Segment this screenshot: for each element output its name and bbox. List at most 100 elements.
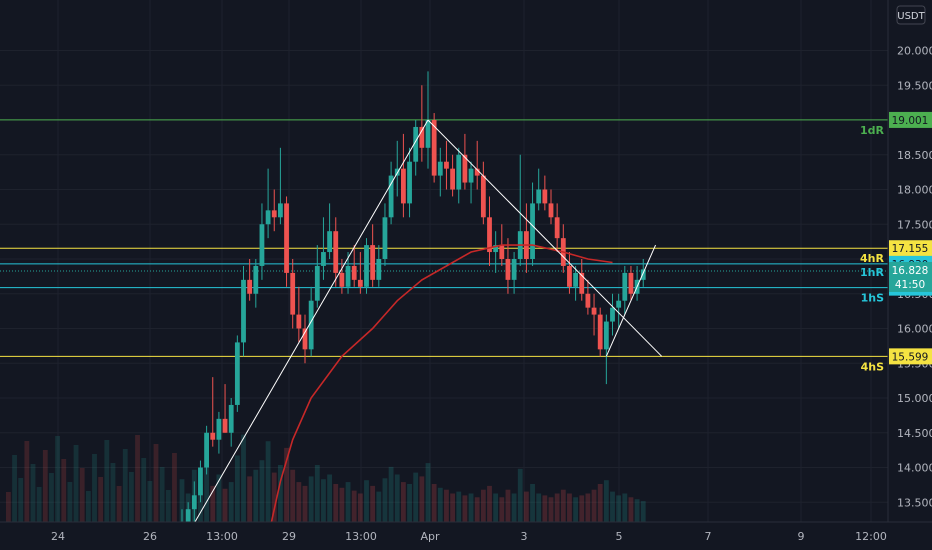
volume-bar: [278, 465, 283, 522]
price-tag-4hr: 17.155: [889, 240, 932, 257]
candle: [480, 161, 486, 225]
volume-bar: [370, 485, 376, 522]
candle: [628, 265, 634, 301]
volume-bar: [536, 493, 542, 522]
candle: [271, 189, 277, 232]
candle-body: [333, 231, 339, 273]
candle: [376, 245, 382, 287]
volume-bar: [284, 447, 289, 522]
volume-bar: [116, 486, 122, 522]
volume-bar: [122, 449, 128, 522]
volume-bar: [147, 481, 153, 522]
candle-body: [265, 210, 271, 225]
volume-bar: [364, 480, 369, 522]
volume-bar: [241, 434, 246, 522]
candle-body: [474, 168, 480, 176]
candle: [407, 147, 412, 218]
volume-bar: [351, 490, 357, 522]
volume-bar: [597, 484, 603, 522]
candle: [296, 286, 302, 343]
candle: [536, 168, 542, 211]
price-tag-box: [889, 111, 932, 128]
volume-bar: [42, 450, 48, 522]
candle: [437, 147, 443, 197]
volume-bar: [499, 497, 505, 522]
volume-bar: [36, 487, 42, 522]
volume-bar: [511, 493, 517, 522]
candle: [388, 161, 394, 225]
candle-body: [616, 300, 622, 308]
volume-bar: [55, 436, 60, 522]
candle: [284, 196, 289, 287]
trendline-ascending-left[interactable]: [193, 119, 429, 524]
candle-body: [290, 272, 296, 315]
candle-body: [351, 265, 357, 280]
trendline-upper-descending[interactable]: [427, 119, 663, 357]
volume-bar: [437, 487, 443, 522]
candle-body: [228, 404, 234, 433]
candle-body: [185, 509, 191, 524]
volume-bar: [401, 482, 406, 522]
candle: [603, 314, 609, 385]
candle: [234, 335, 240, 412]
candle-body: [628, 272, 634, 294]
candle-body: [382, 217, 388, 259]
currency-badge[interactable]: USDT: [896, 5, 926, 25]
candle: [548, 189, 554, 225]
volume-bar: [259, 460, 265, 522]
candle: [198, 460, 203, 503]
y-tick-label: 14.500: [897, 427, 932, 440]
volume-bar: [431, 484, 437, 522]
candle-body: [493, 245, 499, 253]
candle: [591, 293, 597, 336]
candle: [364, 238, 369, 294]
volume-bar: [110, 463, 116, 522]
candle-body: [585, 293, 591, 308]
volume-bar: [573, 497, 578, 522]
volume-bar: [394, 474, 400, 522]
volume-bar: [548, 497, 554, 522]
price-tag-box: [889, 348, 932, 365]
volume-bar: [357, 493, 363, 522]
volume-bar: [204, 463, 209, 522]
volume-bar: [12, 455, 17, 522]
candle-body: [579, 272, 585, 294]
time-axis[interactable]: [0, 522, 932, 550]
volume-bar: [425, 463, 431, 522]
volume-bar: [198, 484, 203, 522]
current-price-box: [889, 261, 932, 292]
candle: [585, 279, 591, 315]
x-tick-label: 5: [616, 530, 623, 543]
candle: [382, 203, 388, 266]
volume-bar: [505, 489, 511, 522]
volume-bar: [153, 444, 159, 522]
candle-body: [462, 154, 468, 183]
currency-label: USDT: [897, 11, 925, 22]
ma-line: [270, 244, 613, 524]
volume-bar: [30, 464, 36, 522]
candle: [511, 252, 517, 294]
volume-bar: [210, 485, 216, 522]
candle-body: [591, 307, 597, 315]
candle: [542, 175, 548, 211]
volume-bar: [480, 489, 486, 522]
candle: [456, 147, 462, 204]
volume-bar: [456, 491, 462, 522]
level-label-1dr: 1dR: [860, 124, 885, 137]
x-tick-label: 3: [521, 530, 528, 543]
volume-bar: [345, 482, 351, 522]
candle: [573, 265, 578, 301]
candle: [327, 203, 332, 259]
volume-bar: [444, 489, 449, 522]
volume-bar: [517, 468, 523, 522]
candle: [462, 133, 468, 190]
current-price-value: 16.828: [892, 265, 929, 277]
candle: [493, 231, 499, 273]
price-tag-box: [889, 240, 932, 257]
level-label-1hs: 1hS: [861, 292, 884, 305]
x-tick-label: 29: [282, 530, 296, 543]
volume-bar: [382, 478, 388, 522]
trendline-ascending-right[interactable]: [605, 244, 657, 357]
volume-bar: [450, 493, 455, 522]
